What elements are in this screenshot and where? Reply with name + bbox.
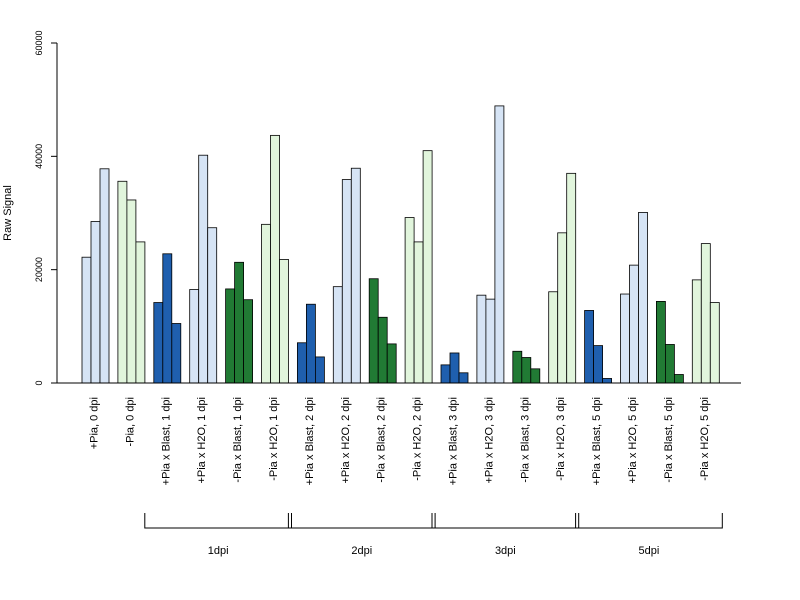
- bar: [494, 105, 505, 384]
- x-tick-label: -Pia x Blast, 2 dpi: [376, 397, 388, 483]
- bar: [296, 342, 307, 384]
- bar: [620, 293, 630, 384]
- x-tick-labels: +Pia, 0 dpi -Pia, 0 dpi +Pia x Blast, 1 dp…: [89, 397, 711, 485]
- x-tick-label: +Pia x Blast, 2 dpi: [304, 397, 316, 485]
- bar: [198, 154, 209, 384]
- bar: [243, 299, 254, 384]
- bar: [665, 344, 675, 384]
- bar: [368, 278, 379, 384]
- bar: [99, 168, 110, 384]
- bar: [341, 179, 352, 384]
- y-axis: 0 20000 40000 60000: [34, 30, 58, 386]
- x-tick-label: +Pia x Blast, 5 dpi: [591, 397, 603, 485]
- y-axis-label: Raw Signal: [2, 185, 14, 241]
- group-bracket: [575, 513, 723, 529]
- bar: [171, 323, 182, 384]
- bar: [557, 232, 568, 384]
- bar: [700, 243, 711, 384]
- bars: [81, 105, 720, 384]
- bar: [638, 212, 648, 384]
- bar: [476, 294, 487, 384]
- y-tick-label: 40000: [34, 144, 44, 169]
- bar: [404, 217, 415, 384]
- bar: [117, 180, 128, 384]
- bar: [512, 350, 523, 384]
- bar: [234, 261, 245, 384]
- y-tick-label: 60000: [34, 30, 44, 55]
- group-bracket: [144, 513, 292, 529]
- bar: [189, 289, 200, 384]
- x-tick-label: -Pia x Blast, 3 dpi: [519, 397, 531, 483]
- x-tick-label: +Pia x H2O, 3 dpi: [483, 397, 495, 484]
- bar: [422, 150, 433, 384]
- group-label: 2dpi: [351, 545, 372, 557]
- bar: [485, 298, 496, 384]
- bar: [413, 241, 424, 384]
- x-tick-label: +Pia x H2O, 1 dpi: [196, 397, 208, 484]
- group-label: 3dpi: [495, 545, 516, 557]
- bar: [305, 303, 316, 384]
- bar: [674, 374, 684, 384]
- x-tick-label: +Pia x H2O, 2 dpi: [340, 397, 352, 484]
- y-tick-label: 20000: [34, 257, 44, 282]
- bar: [440, 364, 451, 384]
- x-tick-label: -Pia, 0 dpi: [124, 397, 136, 447]
- x-tick-label: +Pia x H2O, 5 dpi: [627, 397, 639, 484]
- bar: [691, 279, 702, 384]
- group-label: 1dpi: [208, 545, 229, 557]
- bar: [548, 291, 559, 384]
- bar: [386, 343, 397, 384]
- x-tick-label: -Pia x H2O, 5 dpi: [699, 397, 711, 481]
- x-tick-label: +Pia x Blast, 3 dpi: [448, 397, 460, 485]
- x-tick-label: -Pia x H2O, 1 dpi: [268, 397, 280, 481]
- bar: [530, 368, 541, 384]
- group-label: 5dpi: [639, 545, 660, 557]
- x-tick-label: -Pia x H2O, 3 dpi: [555, 397, 567, 481]
- bar: [81, 256, 92, 384]
- x-tick-label: +Pia, 0 dpi: [89, 397, 101, 449]
- bar: [602, 378, 612, 384]
- bar: [377, 316, 388, 384]
- bar: [629, 264, 639, 384]
- bar: [279, 259, 289, 384]
- group-bracket: [287, 513, 436, 529]
- group-brackets: 1dpi 2dpi 3dpi 5dpi: [144, 513, 723, 557]
- bar: [314, 356, 325, 384]
- bar: [162, 253, 173, 384]
- y-tick-label: 0: [34, 380, 44, 385]
- bar: [350, 167, 361, 384]
- bar: [225, 288, 236, 384]
- bar: [135, 241, 146, 384]
- x-tick-label: +Pia x Blast, 1 dpi: [160, 397, 172, 485]
- bar: [593, 345, 603, 384]
- bar: [449, 352, 460, 384]
- x-tick-label: -Pia x Blast, 1 dpi: [232, 397, 244, 483]
- group-bracket: [431, 513, 580, 529]
- bar: [207, 227, 218, 384]
- bar: [656, 300, 666, 384]
- bar: [153, 302, 164, 384]
- bar: [458, 372, 469, 384]
- x-tick-label: -Pia x H2O, 2 dpi: [412, 397, 424, 481]
- bar: [566, 172, 577, 384]
- bar: [126, 199, 137, 384]
- bar: [261, 223, 271, 384]
- x-tick-label: -Pia x Blast, 5 dpi: [663, 397, 675, 483]
- bar: [584, 310, 594, 384]
- bar: [90, 221, 101, 384]
- bar: [521, 357, 532, 384]
- bar: [709, 302, 720, 384]
- bar: [270, 134, 280, 384]
- bar: [332, 286, 343, 384]
